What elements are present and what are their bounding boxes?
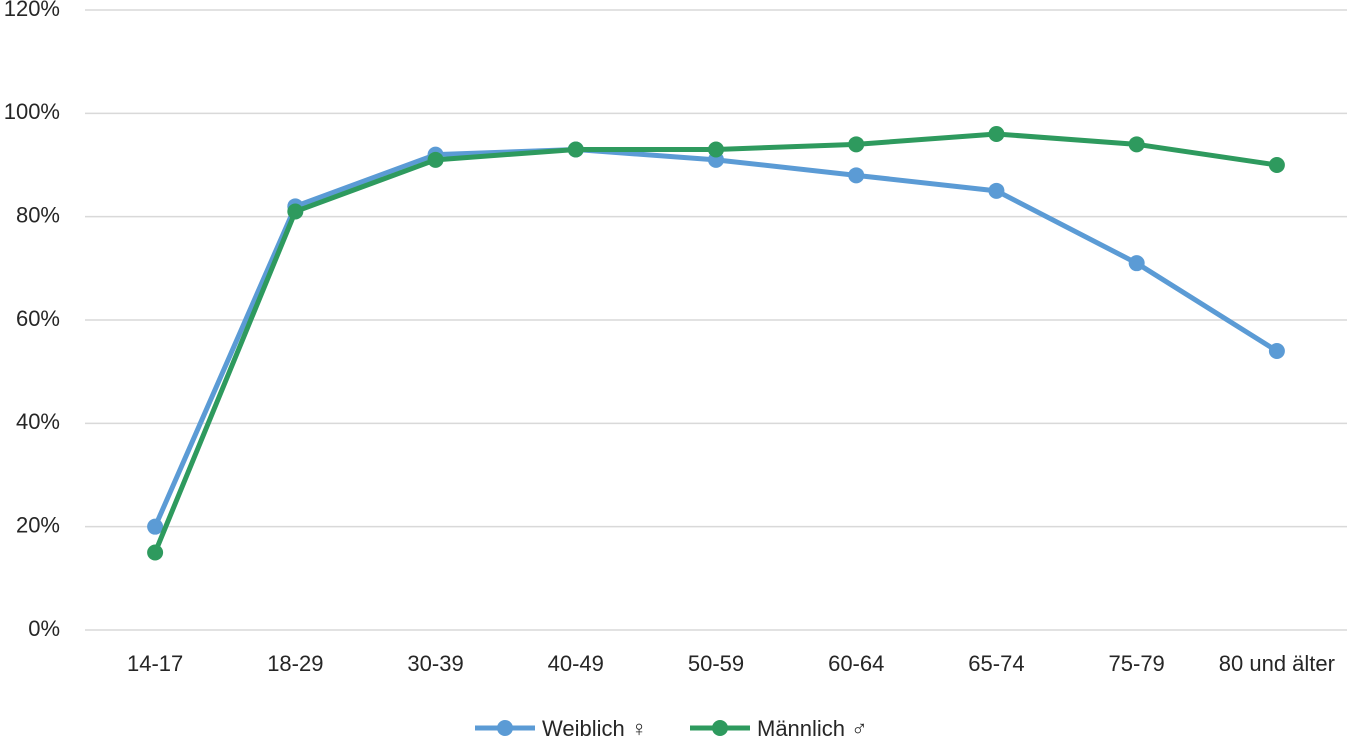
legend-label: Männlich ♂ bbox=[757, 716, 868, 740]
data-point bbox=[427, 151, 444, 168]
data-point bbox=[988, 126, 1005, 142]
data-point bbox=[708, 141, 724, 158]
data-point bbox=[147, 544, 164, 561]
x-tick-label: 30-39 bbox=[407, 651, 463, 676]
x-tick-label: 75-79 bbox=[1109, 651, 1165, 676]
y-tick-label: 80% bbox=[16, 202, 60, 227]
x-tick-label: 40-49 bbox=[548, 651, 604, 676]
data-point bbox=[988, 182, 1005, 199]
data-point bbox=[147, 518, 164, 535]
x-tick-label: 80 und älter bbox=[1219, 651, 1335, 676]
data-point bbox=[567, 141, 584, 158]
x-tick-label: 60-64 bbox=[828, 651, 884, 676]
legend-marker bbox=[712, 720, 728, 736]
y-tick-label: 20% bbox=[16, 512, 60, 537]
y-tick-label: 60% bbox=[16, 306, 60, 331]
data-point bbox=[848, 167, 865, 184]
series-line bbox=[152, 147, 1279, 528]
x-tick-label: 18-29 bbox=[267, 651, 323, 676]
data-point bbox=[287, 203, 304, 220]
data-point bbox=[1128, 136, 1145, 153]
y-tick-label: 40% bbox=[16, 409, 60, 434]
data-point bbox=[1268, 343, 1285, 359]
data-point bbox=[1128, 255, 1145, 272]
y-tick-label: 0% bbox=[28, 616, 60, 641]
y-tick-label: 100% bbox=[4, 99, 60, 124]
y-tick-label: 120% bbox=[4, 0, 60, 21]
data-point bbox=[1268, 157, 1285, 173]
legend-marker bbox=[497, 720, 513, 736]
x-tick-label: 50-59 bbox=[688, 651, 744, 676]
x-tick-label: 65-74 bbox=[968, 651, 1024, 676]
data-point bbox=[848, 136, 865, 153]
x-tick-label: 14-17 bbox=[127, 651, 183, 676]
legend-label: Weiblich ♀ bbox=[542, 716, 647, 740]
